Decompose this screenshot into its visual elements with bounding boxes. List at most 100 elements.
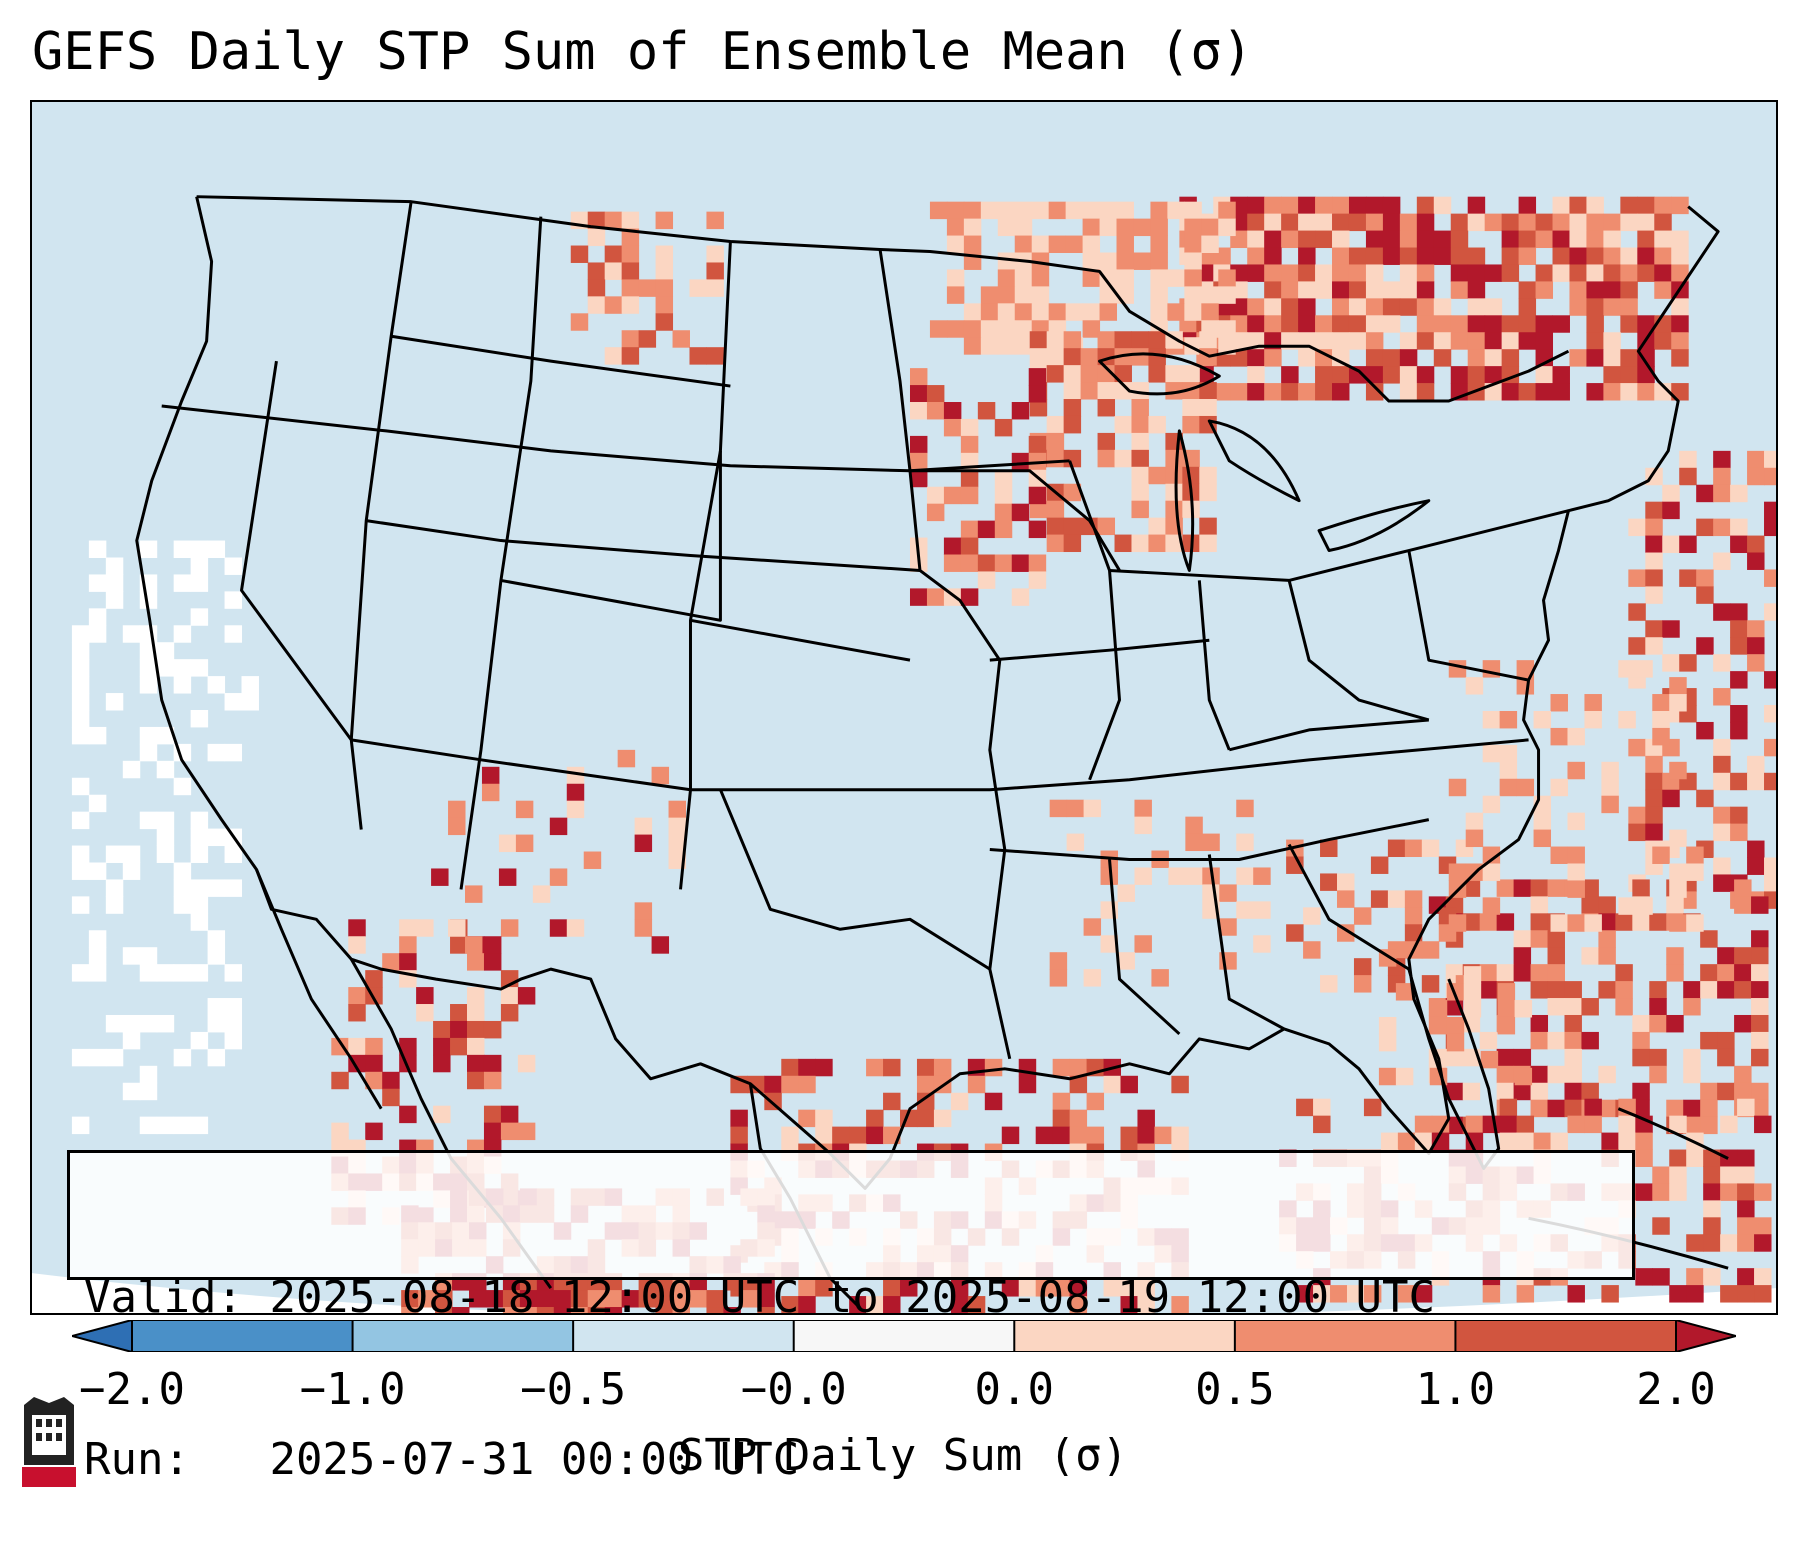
stp-cell — [929, 320, 948, 338]
stp-cell — [815, 1109, 833, 1128]
stp-cell — [1150, 252, 1168, 270]
stp-cell — [1635, 1183, 1653, 1201]
stp-cell — [689, 279, 707, 297]
stp-cell — [1662, 654, 1680, 672]
stp-cell — [1581, 896, 1599, 914]
stp-cell — [1713, 874, 1731, 892]
stp-cell — [1518, 315, 1537, 333]
stp-cell — [1330, 1285, 1348, 1303]
stp-cell — [1683, 1099, 1701, 1118]
stp-cell — [1446, 1016, 1465, 1035]
stp-cell — [448, 800, 466, 819]
stp-cell — [1552, 366, 1570, 384]
stp-cell — [1720, 1234, 1738, 1252]
stp-cell — [1547, 981, 1565, 999]
stp-cell — [1652, 694, 1670, 712]
stp-cell — [1598, 896, 1616, 914]
stp-cell — [916, 1109, 935, 1128]
stp-cell — [943, 537, 962, 556]
stp-cell — [1645, 772, 1663, 791]
stp-cell — [500, 919, 519, 937]
stp-cell — [1683, 998, 1701, 1016]
stp-cell — [570, 1307, 589, 1313]
stp-cell — [1063, 517, 1082, 536]
stp-cell — [1199, 534, 1217, 553]
stp-cell — [1730, 637, 1748, 655]
stp-cell — [1516, 1115, 1535, 1134]
stp-cell — [604, 262, 623, 280]
stp-cell — [1298, 281, 1316, 299]
stp-cell — [1700, 981, 1718, 999]
stp-cell — [71, 693, 90, 711]
stp-cell — [1154, 1126, 1172, 1145]
stp-cell — [1628, 806, 1646, 825]
stp-cell — [1014, 286, 1033, 304]
stp-cell — [1348, 366, 1367, 384]
stp-cell — [1097, 365, 1116, 383]
stp-cell — [1696, 569, 1714, 587]
stp-cell — [1586, 349, 1604, 367]
stp-cell — [1353, 907, 1372, 925]
stp-cell — [1703, 1217, 1721, 1235]
stp-cell — [1615, 981, 1633, 999]
stp-cell — [1399, 383, 1418, 401]
state-line — [1108, 859, 1181, 1036]
stp-cell — [1171, 1126, 1189, 1145]
stp-cell — [1014, 201, 1033, 220]
stp-cell — [1313, 1285, 1331, 1303]
stp-cell — [190, 557, 209, 575]
stp-cell — [1669, 880, 1687, 898]
stp-cell — [997, 320, 1016, 338]
stp-cell — [1564, 998, 1582, 1016]
stp-cell — [105, 896, 124, 914]
stp-cell — [655, 1290, 674, 1308]
stp-cell — [1416, 332, 1435, 350]
stp-cell — [1737, 1200, 1755, 1218]
stp-cell — [365, 1054, 383, 1073]
stp-cell — [122, 1082, 141, 1101]
stp-cell — [448, 919, 466, 937]
stp-cell — [549, 817, 568, 836]
stp-cell — [1014, 320, 1033, 338]
stp-cell — [500, 1004, 519, 1022]
stp-cell — [433, 1020, 451, 1039]
stp-cell — [502, 1290, 521, 1308]
stp-cell — [1649, 1048, 1667, 1067]
stp-cell — [1533, 1132, 1552, 1151]
valid-value: 2025-08-18 12:00 UTC to 2025-08-19 12:00… — [269, 1272, 1436, 1323]
stp-cell — [798, 1109, 816, 1128]
stp-cell — [946, 201, 965, 220]
stp-cell — [1501, 315, 1520, 333]
stp-cell — [1499, 1132, 1518, 1151]
stp-cell — [1348, 247, 1367, 265]
stp-cell — [1703, 1200, 1721, 1218]
stp-cell — [1131, 449, 1149, 468]
stp-cell — [1513, 1082, 1532, 1101]
stp-cell — [1586, 196, 1604, 215]
stp-cell — [450, 1037, 468, 1056]
stp-cell — [1201, 235, 1219, 254]
stp-cell — [190, 913, 209, 931]
stp-cell — [1001, 1279, 1020, 1297]
colorbar-segments — [72, 1320, 1736, 1352]
stp-cell — [549, 868, 568, 886]
stp-cell — [1654, 213, 1672, 232]
stp-cell — [1416, 281, 1435, 299]
stp-cell — [1649, 1014, 1667, 1033]
stp-cell — [1615, 913, 1633, 931]
stp-cell — [1713, 823, 1731, 842]
stp-cell — [1530, 1014, 1549, 1033]
stp-cell — [1218, 269, 1236, 287]
stp-cell — [1116, 218, 1134, 237]
stp-cell — [1184, 286, 1202, 304]
stp-cell — [1737, 1217, 1755, 1235]
stp-cell — [1199, 466, 1217, 485]
stp-cell — [1669, 1115, 1687, 1134]
stp-cell — [1011, 588, 1030, 606]
stp-cell — [1046, 415, 1065, 434]
stp-cell — [1416, 383, 1435, 401]
stp-cell — [1552, 383, 1570, 401]
stp-cell — [1332, 332, 1350, 350]
stp-cell — [173, 862, 192, 880]
stp-cell — [1281, 264, 1299, 282]
